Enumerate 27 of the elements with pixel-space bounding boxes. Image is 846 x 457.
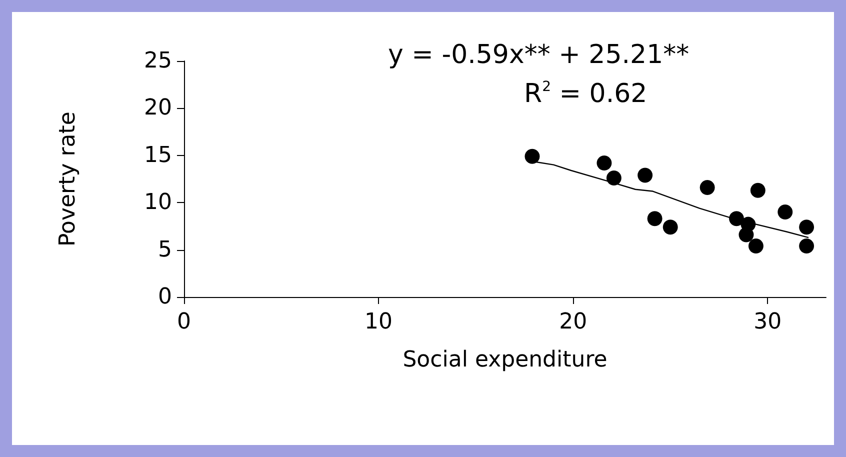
x-tick-label: 10 [364,310,393,334]
point [799,220,814,235]
point [638,168,653,183]
point [748,238,764,254]
point [647,211,662,226]
point [596,155,612,170]
point [700,180,715,195]
y-axis-title: Poverty rate [56,112,80,246]
y-tick-label: 10 [144,190,172,216]
x-tick-label: 30 [754,310,782,334]
point [662,220,678,235]
x-tick-label: 0 [177,310,191,334]
point [750,182,766,198]
y-tick-label: 0 [158,284,172,310]
x-axis-title: Social expenditure [402,348,608,372]
y-tick-label: 25 [144,48,172,74]
y-tick-label: 15 [144,142,172,168]
point [799,238,814,254]
point [738,227,754,242]
annotation: y = -0.59x** + 25.21** [388,40,690,70]
y-tick-label: 20 [144,96,172,121]
point [729,211,744,226]
point [778,204,793,220]
point [606,170,622,186]
y-tick-label: 5 [158,237,172,262]
x-tick-label: 20 [559,310,588,334]
point [524,148,540,164]
